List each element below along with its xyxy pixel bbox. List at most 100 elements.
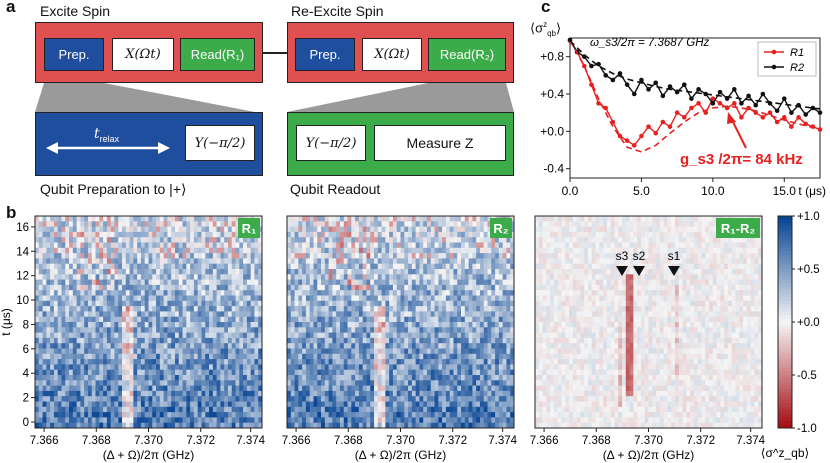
heatmap-cell xyxy=(129,231,134,238)
heatmap-cell xyxy=(258,337,263,344)
heatmap-cell xyxy=(118,231,123,238)
heatmap-cell xyxy=(385,226,390,233)
heatmap-cell xyxy=(336,369,341,376)
heatmap-cell xyxy=(370,253,375,259)
heatmap-cell xyxy=(404,274,409,280)
data-point xyxy=(760,115,766,120)
heatmap-cell xyxy=(201,284,206,291)
heatmap-cell xyxy=(216,253,221,259)
heatmap-cell xyxy=(258,322,263,328)
heatmap-cell xyxy=(152,306,157,312)
heatmap-cell xyxy=(461,263,466,270)
heatmap-cell xyxy=(235,306,240,312)
heatmap-cell xyxy=(423,316,428,323)
heatmap-cell xyxy=(133,316,138,323)
heatmap-cell xyxy=(84,375,89,381)
heatmap-cell xyxy=(400,237,405,243)
heatmap-cell xyxy=(287,253,292,259)
heatmap-cell xyxy=(227,337,233,344)
heatmap-cell xyxy=(144,269,149,275)
heatmap-cell xyxy=(163,401,168,408)
heatmap-cell xyxy=(174,284,180,291)
heatmap-cell xyxy=(72,221,78,227)
heatmap-cell xyxy=(491,369,496,376)
heatmap-cell xyxy=(61,253,66,259)
heatmap-cell xyxy=(476,417,481,424)
heatmap-cell xyxy=(411,390,417,397)
heatmap-cell xyxy=(186,322,191,328)
heatmap-cell xyxy=(290,343,295,349)
heatmap-cell xyxy=(290,242,295,249)
heatmap-cell xyxy=(156,242,161,249)
heatmap-cell xyxy=(205,406,210,413)
heatmap-cell xyxy=(423,390,428,397)
heatmap-cell xyxy=(408,396,413,402)
heatmap-cell xyxy=(209,353,214,360)
heatmap-cell xyxy=(69,290,74,296)
heatmap-cell xyxy=(453,226,458,233)
heatmap-cell xyxy=(99,385,104,392)
heatmap-cell xyxy=(287,359,292,365)
heatmap-cell xyxy=(362,406,367,413)
heatmap-cell xyxy=(197,216,202,222)
heatmap-cell xyxy=(362,253,367,259)
heatmap-cell xyxy=(190,332,195,339)
heatmap-cell xyxy=(103,295,108,302)
heatmap-cell xyxy=(159,343,165,349)
heatmap-cell xyxy=(366,221,371,227)
heatmap-cell xyxy=(483,237,488,243)
heatmap-cell xyxy=(290,226,295,233)
heatmap-cell xyxy=(190,412,195,418)
heatmap-cell xyxy=(317,231,322,238)
heatmap-cell xyxy=(231,284,236,291)
heatmap-cell xyxy=(426,417,432,424)
heatmap-cell xyxy=(302,322,307,328)
heatmap-cell xyxy=(106,385,112,392)
heatmap-cell xyxy=(302,300,307,307)
heatmap-cell xyxy=(133,353,138,360)
heatmap-cell xyxy=(453,263,458,270)
heatmap-cell xyxy=(302,284,307,291)
heatmap-cell xyxy=(106,412,112,418)
heatmap-cell xyxy=(423,242,428,249)
heatmap-cell xyxy=(464,412,469,418)
heatmap-cell xyxy=(87,332,93,339)
heatmap-cell xyxy=(461,375,466,381)
heatmap-cell xyxy=(506,274,511,280)
heatmap-cell xyxy=(118,348,123,355)
heatmap-cell xyxy=(476,343,481,349)
heatmap-cell xyxy=(358,306,364,312)
heatmap-cell xyxy=(487,216,492,222)
heatmap-cell xyxy=(321,390,326,397)
heatmap-cell xyxy=(57,359,62,365)
heatmap-cell xyxy=(178,295,183,302)
heatmap-cell xyxy=(99,412,104,418)
heatmap-cell xyxy=(302,295,307,302)
heatmap-cell xyxy=(46,375,51,381)
heatmap-cell xyxy=(235,284,240,291)
heatmap-cell xyxy=(461,316,466,323)
heatmap-cell xyxy=(461,396,466,402)
heatmap-cell xyxy=(84,274,89,280)
heatmap-cell xyxy=(99,263,104,270)
heatmap-cell xyxy=(205,396,210,402)
heatmap-cell xyxy=(239,300,244,307)
heatmap-cell xyxy=(321,216,326,222)
heatmap-cell xyxy=(205,269,210,275)
heatmap-cell xyxy=(148,284,153,291)
heatmap-cell xyxy=(321,311,326,318)
heatmap-cell xyxy=(205,316,210,323)
heatmap-cell xyxy=(182,300,187,307)
heatmap-cell xyxy=(87,295,93,302)
heatmap-cell xyxy=(374,337,379,344)
heatmap-cell xyxy=(50,406,55,413)
heatmap-cell xyxy=(377,327,382,333)
heatmap-cell xyxy=(174,311,180,318)
heatmap-cell xyxy=(362,417,367,424)
heatmap-cell xyxy=(243,380,248,386)
heatmap-cell xyxy=(152,216,157,222)
heatmap-cell xyxy=(227,422,233,429)
heatmap-cell xyxy=(243,237,248,243)
heatmap-cell xyxy=(640,216,646,222)
heatmap-cell xyxy=(80,337,85,344)
